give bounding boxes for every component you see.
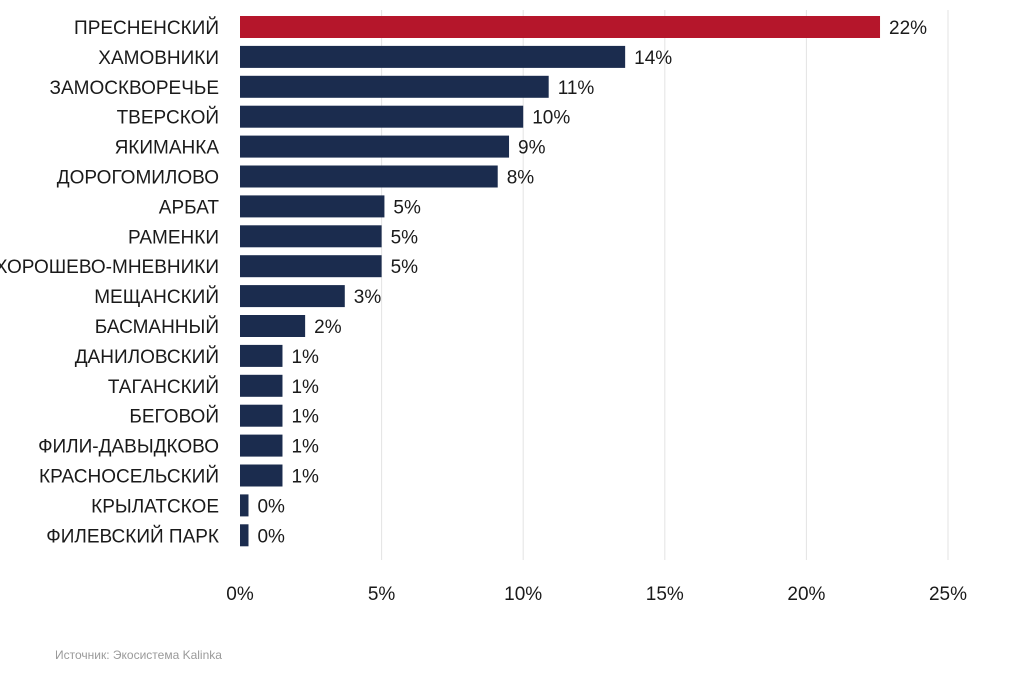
category-label: ЗАМОСКВОРЕЧЬЕ [49, 78, 219, 99]
bar [240, 195, 385, 218]
bar [240, 225, 382, 248]
category-label: МЕЩАНСКИЙ [94, 286, 219, 308]
category-label: ФИЛЕВСКИЙ ПАРК [46, 525, 219, 547]
value-label: 5% [391, 257, 419, 278]
value-label: 9% [518, 138, 546, 159]
x-tick-label: 0% [226, 584, 254, 605]
value-label: 22% [889, 18, 927, 39]
category-label: КРАСНОСЕЛЬСКИЙ [39, 466, 219, 488]
source-note: Источник: Экосистема Kalinka [55, 648, 222, 662]
category-label: ФИЛИ-ДАВЫДКОВО [38, 437, 219, 458]
value-label: 1% [291, 407, 319, 428]
value-label: 1% [291, 377, 319, 398]
bar [240, 16, 881, 38]
bar [240, 75, 549, 98]
category-label: КРЫЛАТСКОЕ [91, 496, 219, 517]
bar [240, 374, 283, 397]
category-labels: ПРЕСНЕНСКИЙ ХАМОВНИКИ ЗАМОСКВОРЕЧЬЕ ТВЕРСКО… [0, 17, 219, 547]
category-label: ДАНИЛОВСКИЙ [75, 346, 219, 368]
category-label: ХОРОШЕВО-МНЕВНИКИ [0, 257, 219, 278]
bar [240, 165, 498, 188]
bar [240, 404, 283, 427]
category-label: БАСМАННЫЙ [95, 316, 219, 338]
value-label: 5% [393, 197, 421, 218]
category-label: ТВЕРСКОЙ [117, 107, 219, 129]
bar [240, 524, 249, 547]
bar [240, 45, 626, 68]
gridlines [381, 10, 949, 560]
value-label: 0% [257, 496, 285, 517]
x-tick-label: 15% [646, 584, 684, 605]
value-label: 5% [391, 227, 419, 248]
bar [240, 135, 510, 158]
value-label: 10% [532, 108, 570, 129]
category-label: БЕГОВОЙ [129, 406, 219, 428]
bar [240, 105, 524, 128]
value-label: 14% [634, 48, 672, 69]
bars [240, 16, 881, 547]
value-label: 0% [257, 526, 285, 547]
category-label: ТАГАНСКИЙ [108, 376, 219, 398]
x-tick-label: 5% [368, 584, 396, 605]
bar [240, 434, 283, 457]
category-label: АРБАТ [159, 197, 220, 218]
bar [240, 285, 345, 308]
x-axis-tick-labels: 0% 5% 10% 15% 20% 25% [226, 584, 967, 605]
value-label: 8% [507, 168, 535, 189]
bar [240, 255, 382, 278]
value-labels: 22% 14% 11% 10% 9% 8% 5% 5% 5% 3% 2% 1% 1% 1% 1% 1% 0% 0% [257, 18, 927, 547]
value-label: 3% [354, 287, 382, 308]
value-label: 1% [291, 437, 319, 458]
category-label: ХАМОВНИКИ [98, 48, 219, 69]
x-tick-label: 20% [787, 584, 825, 605]
x-tick-label: 25% [929, 584, 967, 605]
value-label: 2% [314, 317, 342, 338]
category-label: ПРЕСНЕНСКИЙ [74, 17, 219, 39]
bar [240, 344, 283, 367]
category-label: РАМЕНКИ [128, 227, 219, 248]
value-label: 11% [558, 78, 595, 99]
value-label: 1% [291, 347, 319, 368]
x-tick-label: 10% [504, 584, 542, 605]
bar [240, 315, 306, 337]
category-label: ЯКИМАНКА [115, 138, 220, 159]
bar [240, 494, 249, 517]
value-label: 1% [291, 467, 319, 488]
category-label: ДОРОГОМИЛОВО [57, 168, 219, 189]
bar [240, 464, 283, 487]
